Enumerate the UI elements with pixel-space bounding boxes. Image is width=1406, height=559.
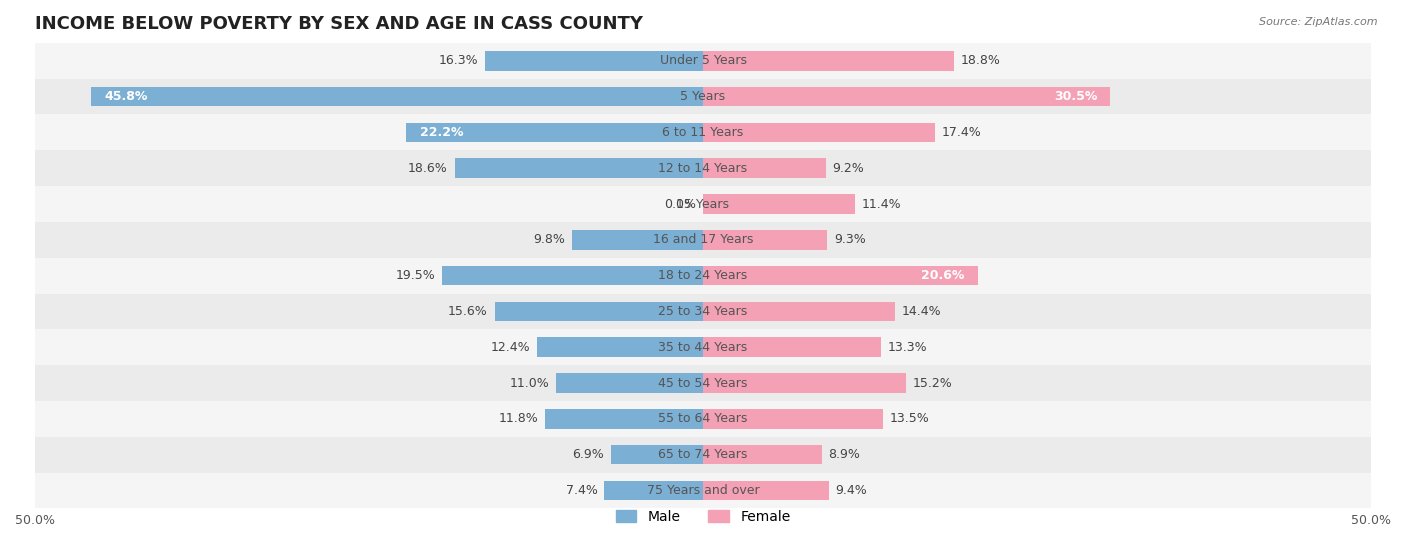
Text: 12 to 14 Years: 12 to 14 Years: [658, 162, 748, 175]
Text: 7.4%: 7.4%: [565, 484, 598, 497]
Bar: [35, 472, 1371, 508]
Text: 9.8%: 9.8%: [533, 233, 565, 247]
Text: 22.2%: 22.2%: [420, 126, 463, 139]
Bar: [443, 266, 703, 286]
Bar: [35, 186, 1371, 222]
Bar: [495, 301, 703, 321]
Legend: Male, Female: Male, Female: [610, 504, 796, 529]
Text: 11.0%: 11.0%: [509, 377, 550, 390]
Text: 8.9%: 8.9%: [828, 448, 860, 461]
Bar: [703, 301, 896, 321]
Bar: [35, 329, 1371, 365]
Bar: [35, 258, 1371, 293]
Text: 65 to 74 Years: 65 to 74 Years: [658, 448, 748, 461]
Text: 15.2%: 15.2%: [912, 377, 952, 390]
Text: 18.6%: 18.6%: [408, 162, 449, 175]
Bar: [703, 87, 1111, 106]
Text: 75 Years and over: 75 Years and over: [647, 484, 759, 497]
Text: 17.4%: 17.4%: [942, 126, 981, 139]
Bar: [35, 115, 1371, 150]
Text: 0.0%: 0.0%: [664, 197, 696, 211]
Bar: [703, 338, 880, 357]
Text: 20.6%: 20.6%: [921, 269, 965, 282]
Text: 13.5%: 13.5%: [890, 413, 929, 425]
Text: 9.3%: 9.3%: [834, 233, 866, 247]
Bar: [703, 230, 827, 250]
Bar: [703, 158, 825, 178]
Text: 6.9%: 6.9%: [572, 448, 605, 461]
Text: 16 and 17 Years: 16 and 17 Years: [652, 233, 754, 247]
Text: 6 to 11 Years: 6 to 11 Years: [662, 126, 744, 139]
Bar: [537, 338, 703, 357]
Bar: [572, 230, 703, 250]
Bar: [35, 365, 1371, 401]
Text: 55 to 64 Years: 55 to 64 Years: [658, 413, 748, 425]
Text: 19.5%: 19.5%: [396, 269, 436, 282]
Bar: [703, 409, 883, 429]
Text: 15.6%: 15.6%: [449, 305, 488, 318]
Bar: [35, 401, 1371, 437]
Text: 35 to 44 Years: 35 to 44 Years: [658, 341, 748, 354]
Text: 11.4%: 11.4%: [862, 197, 901, 211]
Bar: [546, 409, 703, 429]
Bar: [703, 194, 855, 214]
Text: 14.4%: 14.4%: [903, 305, 942, 318]
Bar: [703, 445, 823, 465]
Bar: [610, 445, 703, 465]
Bar: [703, 122, 935, 142]
Bar: [35, 222, 1371, 258]
Bar: [555, 373, 703, 393]
Bar: [703, 481, 828, 500]
Bar: [703, 373, 905, 393]
Text: 45 to 54 Years: 45 to 54 Years: [658, 377, 748, 390]
Bar: [406, 122, 703, 142]
Text: 25 to 34 Years: 25 to 34 Years: [658, 305, 748, 318]
Text: 12.4%: 12.4%: [491, 341, 530, 354]
Bar: [485, 51, 703, 70]
Text: Source: ZipAtlas.com: Source: ZipAtlas.com: [1260, 17, 1378, 27]
Text: 11.8%: 11.8%: [499, 413, 538, 425]
Text: 9.2%: 9.2%: [832, 162, 865, 175]
Bar: [703, 51, 955, 70]
Text: 16.3%: 16.3%: [439, 54, 478, 67]
Bar: [454, 158, 703, 178]
Text: 9.4%: 9.4%: [835, 484, 868, 497]
Text: 18.8%: 18.8%: [960, 54, 1001, 67]
Bar: [605, 481, 703, 500]
Bar: [35, 43, 1371, 79]
Text: 13.3%: 13.3%: [887, 341, 927, 354]
Bar: [91, 87, 703, 106]
Bar: [35, 79, 1371, 115]
Text: 15 Years: 15 Years: [676, 197, 730, 211]
Bar: [35, 293, 1371, 329]
Bar: [35, 150, 1371, 186]
Text: 45.8%: 45.8%: [104, 90, 148, 103]
Bar: [35, 437, 1371, 472]
Text: 5 Years: 5 Years: [681, 90, 725, 103]
Text: 18 to 24 Years: 18 to 24 Years: [658, 269, 748, 282]
Text: Under 5 Years: Under 5 Years: [659, 54, 747, 67]
Text: 30.5%: 30.5%: [1053, 90, 1097, 103]
Text: INCOME BELOW POVERTY BY SEX AND AGE IN CASS COUNTY: INCOME BELOW POVERTY BY SEX AND AGE IN C…: [35, 15, 643, 33]
Bar: [703, 266, 979, 286]
